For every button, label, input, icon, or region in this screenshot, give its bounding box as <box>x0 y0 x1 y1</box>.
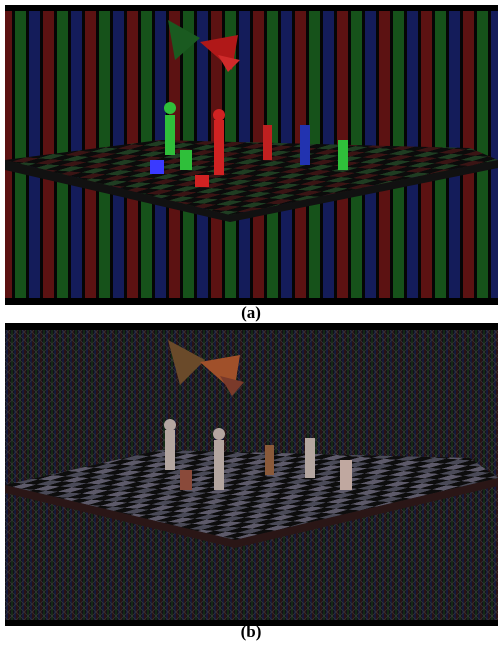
decoration <box>213 109 225 121</box>
panel-b <box>5 323 498 626</box>
decoration <box>265 445 274 475</box>
decoration <box>263 125 272 160</box>
decoration <box>338 140 348 170</box>
decoration <box>164 419 176 431</box>
decoration <box>165 430 175 470</box>
decoration <box>213 428 225 440</box>
caption: (b) <box>241 622 262 641</box>
caption: (a) <box>241 303 261 322</box>
panel-a <box>5 5 498 305</box>
decoration <box>214 120 224 175</box>
decoration <box>305 438 315 478</box>
decoration <box>165 115 175 155</box>
figure: (a) (b) <box>0 0 503 647</box>
decoration <box>150 160 164 174</box>
decoration <box>340 460 352 490</box>
decoration <box>214 440 224 490</box>
decoration <box>180 150 192 170</box>
decoration <box>180 470 192 490</box>
decoration <box>300 125 310 165</box>
decoration <box>195 175 209 187</box>
decoration <box>164 102 176 114</box>
page: (a) (b) (() => { const data = JSON.parse… <box>0 0 503 647</box>
